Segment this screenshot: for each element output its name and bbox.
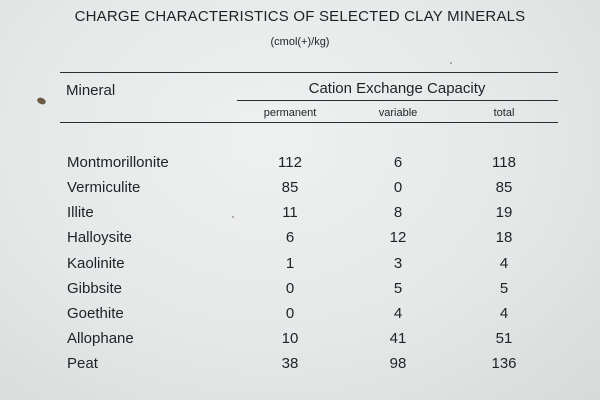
table-row: Kaolinite 1 3 4 (0, 255, 600, 279)
variable-cell: 0 (393, 179, 403, 196)
variable-cell: 5 (393, 280, 403, 297)
top-rule (60, 72, 558, 74)
permanent-cell: 6 (285, 229, 295, 246)
total-cell: 19 (495, 204, 513, 221)
mineral-name-cell: Gibbsite (67, 280, 123, 297)
column-header-mineral: Mineral (66, 82, 116, 99)
table-row: Allophane 10 41 51 (0, 330, 600, 354)
permanent-cell: 85 (281, 179, 299, 196)
table-row: Montmorillonite 112 6 118 (0, 154, 600, 178)
variable-cell: 4 (393, 305, 403, 322)
variable-cell: 6 (393, 154, 403, 171)
mineral-name-cell: Montmorillonite (67, 154, 169, 171)
dust-speck (450, 62, 452, 64)
permanent-cell: 10 (281, 330, 299, 347)
variable-cell: 8 (393, 204, 403, 221)
table-row: Goethite 0 4 4 (0, 305, 600, 329)
table-title: CHARGE CHARACTERISTICS OF SELECTED CLAY … (74, 8, 526, 25)
mineral-name-cell: Peat (67, 355, 98, 372)
column-header-permanent: permanent (263, 107, 317, 119)
dust-speck (232, 216, 234, 218)
permanent-cell: 1 (285, 255, 295, 272)
mineral-name-cell: Halloysite (67, 229, 133, 246)
mineral-name-cell: Vermiculite (67, 179, 141, 196)
total-cell: 4 (499, 305, 509, 322)
total-cell: 51 (495, 330, 513, 347)
total-cell: 85 (495, 179, 513, 196)
total-cell: 118 (492, 154, 516, 171)
column-header-variable: variable (378, 107, 418, 119)
group-rule (237, 100, 558, 102)
mineral-name-cell: Illite (67, 204, 94, 221)
column-group-header-cec: Cation Exchange Capacity (308, 80, 486, 97)
variable-cell: 98 (389, 355, 407, 372)
table-row: Gibbsite 0 5 5 (0, 280, 600, 304)
mineral-name-cell: Kaolinite (67, 255, 125, 272)
table-row: Illite 11 8 19 (0, 204, 600, 228)
variable-cell: 3 (393, 255, 403, 272)
permanent-cell: 0 (285, 305, 295, 322)
mineral-name-cell: Goethite (67, 305, 124, 322)
column-header-total: total (493, 107, 515, 119)
variable-cell: 12 (389, 229, 407, 246)
table-row: Halloysite 6 12 18 (0, 229, 600, 253)
table-row: Vermiculite 85 0 85 (0, 179, 600, 203)
total-cell: 136 (491, 355, 517, 372)
table-units: (cmol(+)/kg) (270, 36, 330, 48)
permanent-cell: 11 (282, 204, 298, 221)
total-cell: 5 (499, 280, 509, 297)
variable-cell: 41 (389, 330, 407, 347)
permanent-cell: 112 (278, 154, 302, 171)
permanent-cell: 0 (285, 280, 295, 297)
permanent-cell: 38 (281, 355, 299, 372)
total-cell: 4 (499, 255, 509, 272)
mineral-name-cell: Allophane (67, 330, 134, 347)
header-bottom-rule (60, 122, 558, 124)
total-cell: 18 (495, 229, 513, 246)
table-row: Peat 38 98 136 (0, 355, 600, 379)
dust-speck (36, 96, 47, 106)
